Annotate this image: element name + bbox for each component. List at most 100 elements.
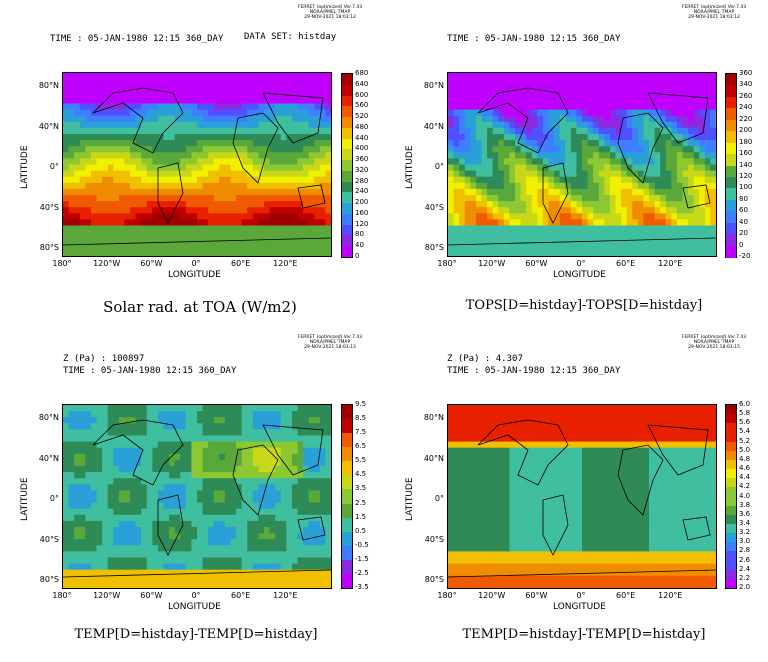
heatmap-cell bbox=[297, 219, 304, 227]
heatmap-cell bbox=[85, 115, 92, 123]
heatmap-cell bbox=[621, 219, 628, 227]
heatmap-cell bbox=[241, 213, 248, 220]
heatmap-cell bbox=[710, 97, 717, 105]
heatmap-cell bbox=[191, 411, 198, 418]
heatmap-cell bbox=[152, 201, 159, 208]
heatmap-cell bbox=[208, 249, 215, 257]
heatmap-cell bbox=[135, 520, 142, 528]
heatmap-cell bbox=[665, 417, 672, 424]
heatmap-cell bbox=[74, 520, 81, 528]
heatmap-cell bbox=[230, 533, 237, 540]
heatmap-cell bbox=[130, 152, 137, 159]
heatmap-cell bbox=[448, 109, 455, 117]
heatmap-cell bbox=[481, 219, 488, 227]
heatmap-cell bbox=[475, 405, 483, 412]
heatmap-cell bbox=[269, 478, 276, 485]
heatmap-cell bbox=[542, 182, 550, 190]
heatmap-cell bbox=[710, 164, 717, 172]
heatmap-cell bbox=[492, 225, 499, 233]
heatmap-cell bbox=[269, 411, 276, 418]
heatmap-cell bbox=[247, 85, 254, 92]
heatmap-cell bbox=[314, 146, 321, 153]
heatmap-cell bbox=[230, 466, 237, 473]
heatmap-cell bbox=[314, 207, 321, 214]
heatmap-cell bbox=[676, 91, 684, 98]
heatmap-cell bbox=[85, 249, 92, 257]
heatmap-cell bbox=[297, 423, 304, 430]
heatmap-cell bbox=[314, 472, 321, 479]
heatmap-cell bbox=[197, 423, 204, 430]
heatmap-cell bbox=[688, 188, 695, 196]
heatmap-cell bbox=[130, 213, 137, 220]
colorbar-tick-label: 20 bbox=[739, 229, 748, 238]
heatmap-cell bbox=[303, 97, 310, 105]
heatmap-cell bbox=[325, 508, 332, 516]
heatmap-cell bbox=[146, 195, 153, 202]
heatmap-cell bbox=[157, 478, 165, 485]
heatmap-cell bbox=[459, 441, 466, 449]
heatmap-cell bbox=[208, 91, 215, 98]
heatmap-cell bbox=[174, 97, 181, 105]
heatmap-cell bbox=[258, 575, 265, 583]
heatmap-cell bbox=[570, 79, 578, 86]
heatmap-cell bbox=[169, 170, 176, 178]
heatmap-cell bbox=[319, 459, 327, 467]
heatmap-cell bbox=[202, 441, 209, 449]
heatmap-cell bbox=[671, 79, 678, 86]
heatmap-cell bbox=[649, 237, 656, 245]
heatmap-cell bbox=[526, 73, 533, 80]
heatmap-cell bbox=[453, 219, 460, 227]
heatmap-cell bbox=[85, 152, 92, 159]
heatmap-cell bbox=[202, 429, 209, 437]
heatmap-cell bbox=[649, 152, 656, 159]
heatmap-cell bbox=[219, 581, 226, 589]
heatmap-cell bbox=[163, 453, 170, 461]
heatmap-cell bbox=[208, 85, 215, 92]
coastline bbox=[682, 184, 711, 209]
heatmap-cell bbox=[598, 152, 605, 159]
heatmap-cell bbox=[185, 447, 193, 455]
heatmap-cell bbox=[676, 182, 684, 190]
heatmap-cell bbox=[118, 170, 126, 178]
heatmap-cell bbox=[498, 103, 505, 111]
heatmap-cell bbox=[710, 411, 717, 418]
heatmap-cell bbox=[241, 459, 248, 467]
heatmap-cell bbox=[85, 158, 92, 166]
heatmap-cell bbox=[688, 97, 695, 105]
heatmap-cell bbox=[107, 115, 114, 123]
heatmap-cell bbox=[570, 85, 578, 92]
heatmap-cell bbox=[146, 417, 153, 424]
heatmap-cell bbox=[275, 459, 282, 467]
heatmap-cell bbox=[174, 176, 181, 184]
heatmap-cell bbox=[185, 219, 193, 227]
heatmap-cell bbox=[90, 249, 98, 257]
heatmap-cell bbox=[275, 176, 282, 184]
heatmap-cell bbox=[526, 140, 533, 147]
heatmap-cell bbox=[303, 115, 310, 123]
heatmap-cell bbox=[236, 478, 243, 485]
heatmap-cell bbox=[660, 231, 667, 239]
heatmap-cell bbox=[481, 170, 488, 178]
heatmap-cell bbox=[185, 520, 193, 528]
heatmap-cell bbox=[325, 423, 332, 430]
heatmap-cell bbox=[286, 85, 293, 92]
heatmap-cell bbox=[141, 539, 148, 546]
heatmap-cell bbox=[264, 478, 271, 485]
heatmap-cell bbox=[258, 405, 265, 412]
heatmap-cell bbox=[191, 140, 198, 147]
heatmap-cell bbox=[85, 514, 92, 522]
heatmap-cell bbox=[252, 201, 260, 208]
heatmap-cell bbox=[213, 201, 220, 208]
y-tick-label: 80°S bbox=[424, 243, 444, 252]
heatmap-cell bbox=[615, 249, 622, 257]
heatmap-cell bbox=[286, 508, 293, 516]
heatmap-cell bbox=[593, 170, 600, 178]
heatmap-cell bbox=[604, 164, 611, 172]
heatmap-cell bbox=[163, 127, 170, 135]
heatmap-cell bbox=[79, 146, 86, 153]
heatmap-cell bbox=[593, 225, 600, 233]
heatmap-cell bbox=[498, 188, 505, 196]
heatmap-cell bbox=[275, 140, 282, 147]
heatmap-cell bbox=[570, 182, 578, 190]
heatmap-cell bbox=[130, 447, 137, 455]
